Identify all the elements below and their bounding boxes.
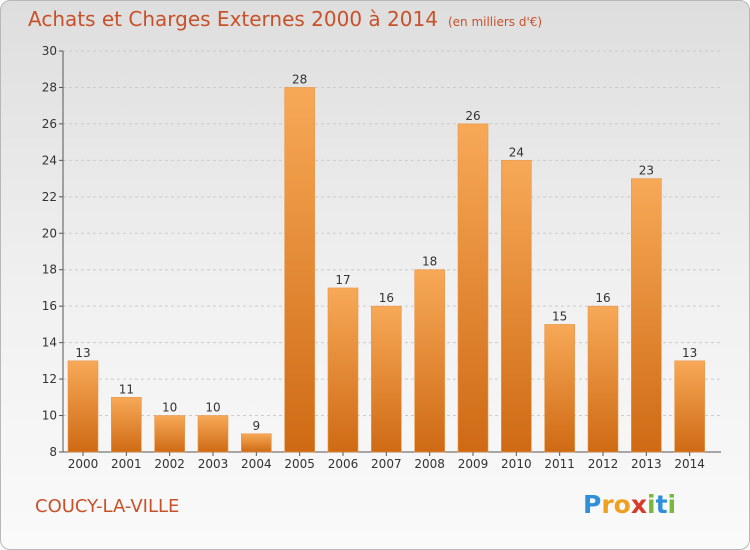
bar-value-label: 13 [682,346,697,360]
y-tick-label: 18 [42,263,57,277]
bar [327,287,359,453]
y-tick-label: 30 [42,44,57,58]
bar-value-label: 24 [509,145,524,159]
x-tick-label: 2014 [674,457,705,471]
bar-value-label: 26 [465,109,480,123]
bar-value-label: 23 [639,164,654,178]
x-tick-label: 2000 [68,457,99,471]
x-tick-label: 2010 [501,457,532,471]
y-tick-label: 16 [42,299,57,313]
y-tick-label: 14 [42,336,57,350]
bar [544,324,575,453]
chart-title-unit: (en milliers d'€) [447,15,543,29]
bar [501,160,532,453]
location-name: COUCY-LA-VILLE [35,496,180,517]
y-tick-label: 22 [42,190,57,204]
logo-letter: o [613,490,631,519]
bar-value-label: 15 [552,309,567,323]
x-tick-label: 2008 [414,457,445,471]
bar-value-label: 10 [205,401,220,415]
x-tick-label: 2006 [328,457,359,471]
logo-letter: t [655,490,668,519]
y-tick-label: 12 [42,372,57,386]
y-tick-label: 20 [42,226,57,240]
bar [674,360,705,453]
proxiti-logo: Proxiti [583,490,676,519]
bar-value-label: 16 [379,291,394,305]
x-tick-label: 2004 [241,457,272,471]
bar [154,415,185,453]
bar [67,360,99,453]
x-tick-label: 2002 [154,457,185,471]
y-tick-label: 10 [42,409,57,423]
y-tick-label: 28 [42,80,57,94]
x-tick-label: 2003 [198,457,229,471]
bar-value-label: 18 [422,255,437,269]
bar-value-label: 16 [595,291,610,305]
logo-letter: i [647,490,656,519]
y-tick-label: 8 [49,445,57,459]
bar [284,87,315,453]
bar [631,178,662,453]
x-tick-label: 2007 [371,457,402,471]
bar [371,305,402,453]
bar-value-label: 9 [253,419,261,433]
logo-letter: i [667,490,677,519]
chart-title: Achats et Charges Externes 2000 à 2014 (e… [28,7,542,31]
x-tick-label: 2012 [588,457,619,471]
bar-value-label: 17 [335,273,350,287]
chart-title-main: Achats et Charges Externes 2000 à 2014 [28,7,438,31]
logo-letter: x [630,490,647,519]
bar-value-label: 28 [292,72,307,86]
x-tick-label: 2001 [111,457,142,471]
x-tick-label: 2005 [284,457,315,471]
bar [197,415,229,453]
bar [241,433,272,453]
x-tick-label: 2009 [458,457,489,471]
bar [111,397,142,453]
y-tick-label: 26 [42,117,57,131]
bar [457,123,489,453]
x-tick-label: 2013 [631,457,662,471]
x-tick-label: 2011 [544,457,575,471]
bar-value-label: 11 [119,382,134,396]
bar-value-label: 10 [162,401,177,415]
bar [414,269,445,453]
logo-letter: r [601,490,614,519]
logo-letter: P [583,490,602,519]
y-tick-label: 24 [42,153,57,167]
bar [587,305,619,453]
bar-value-label: 13 [75,346,90,360]
